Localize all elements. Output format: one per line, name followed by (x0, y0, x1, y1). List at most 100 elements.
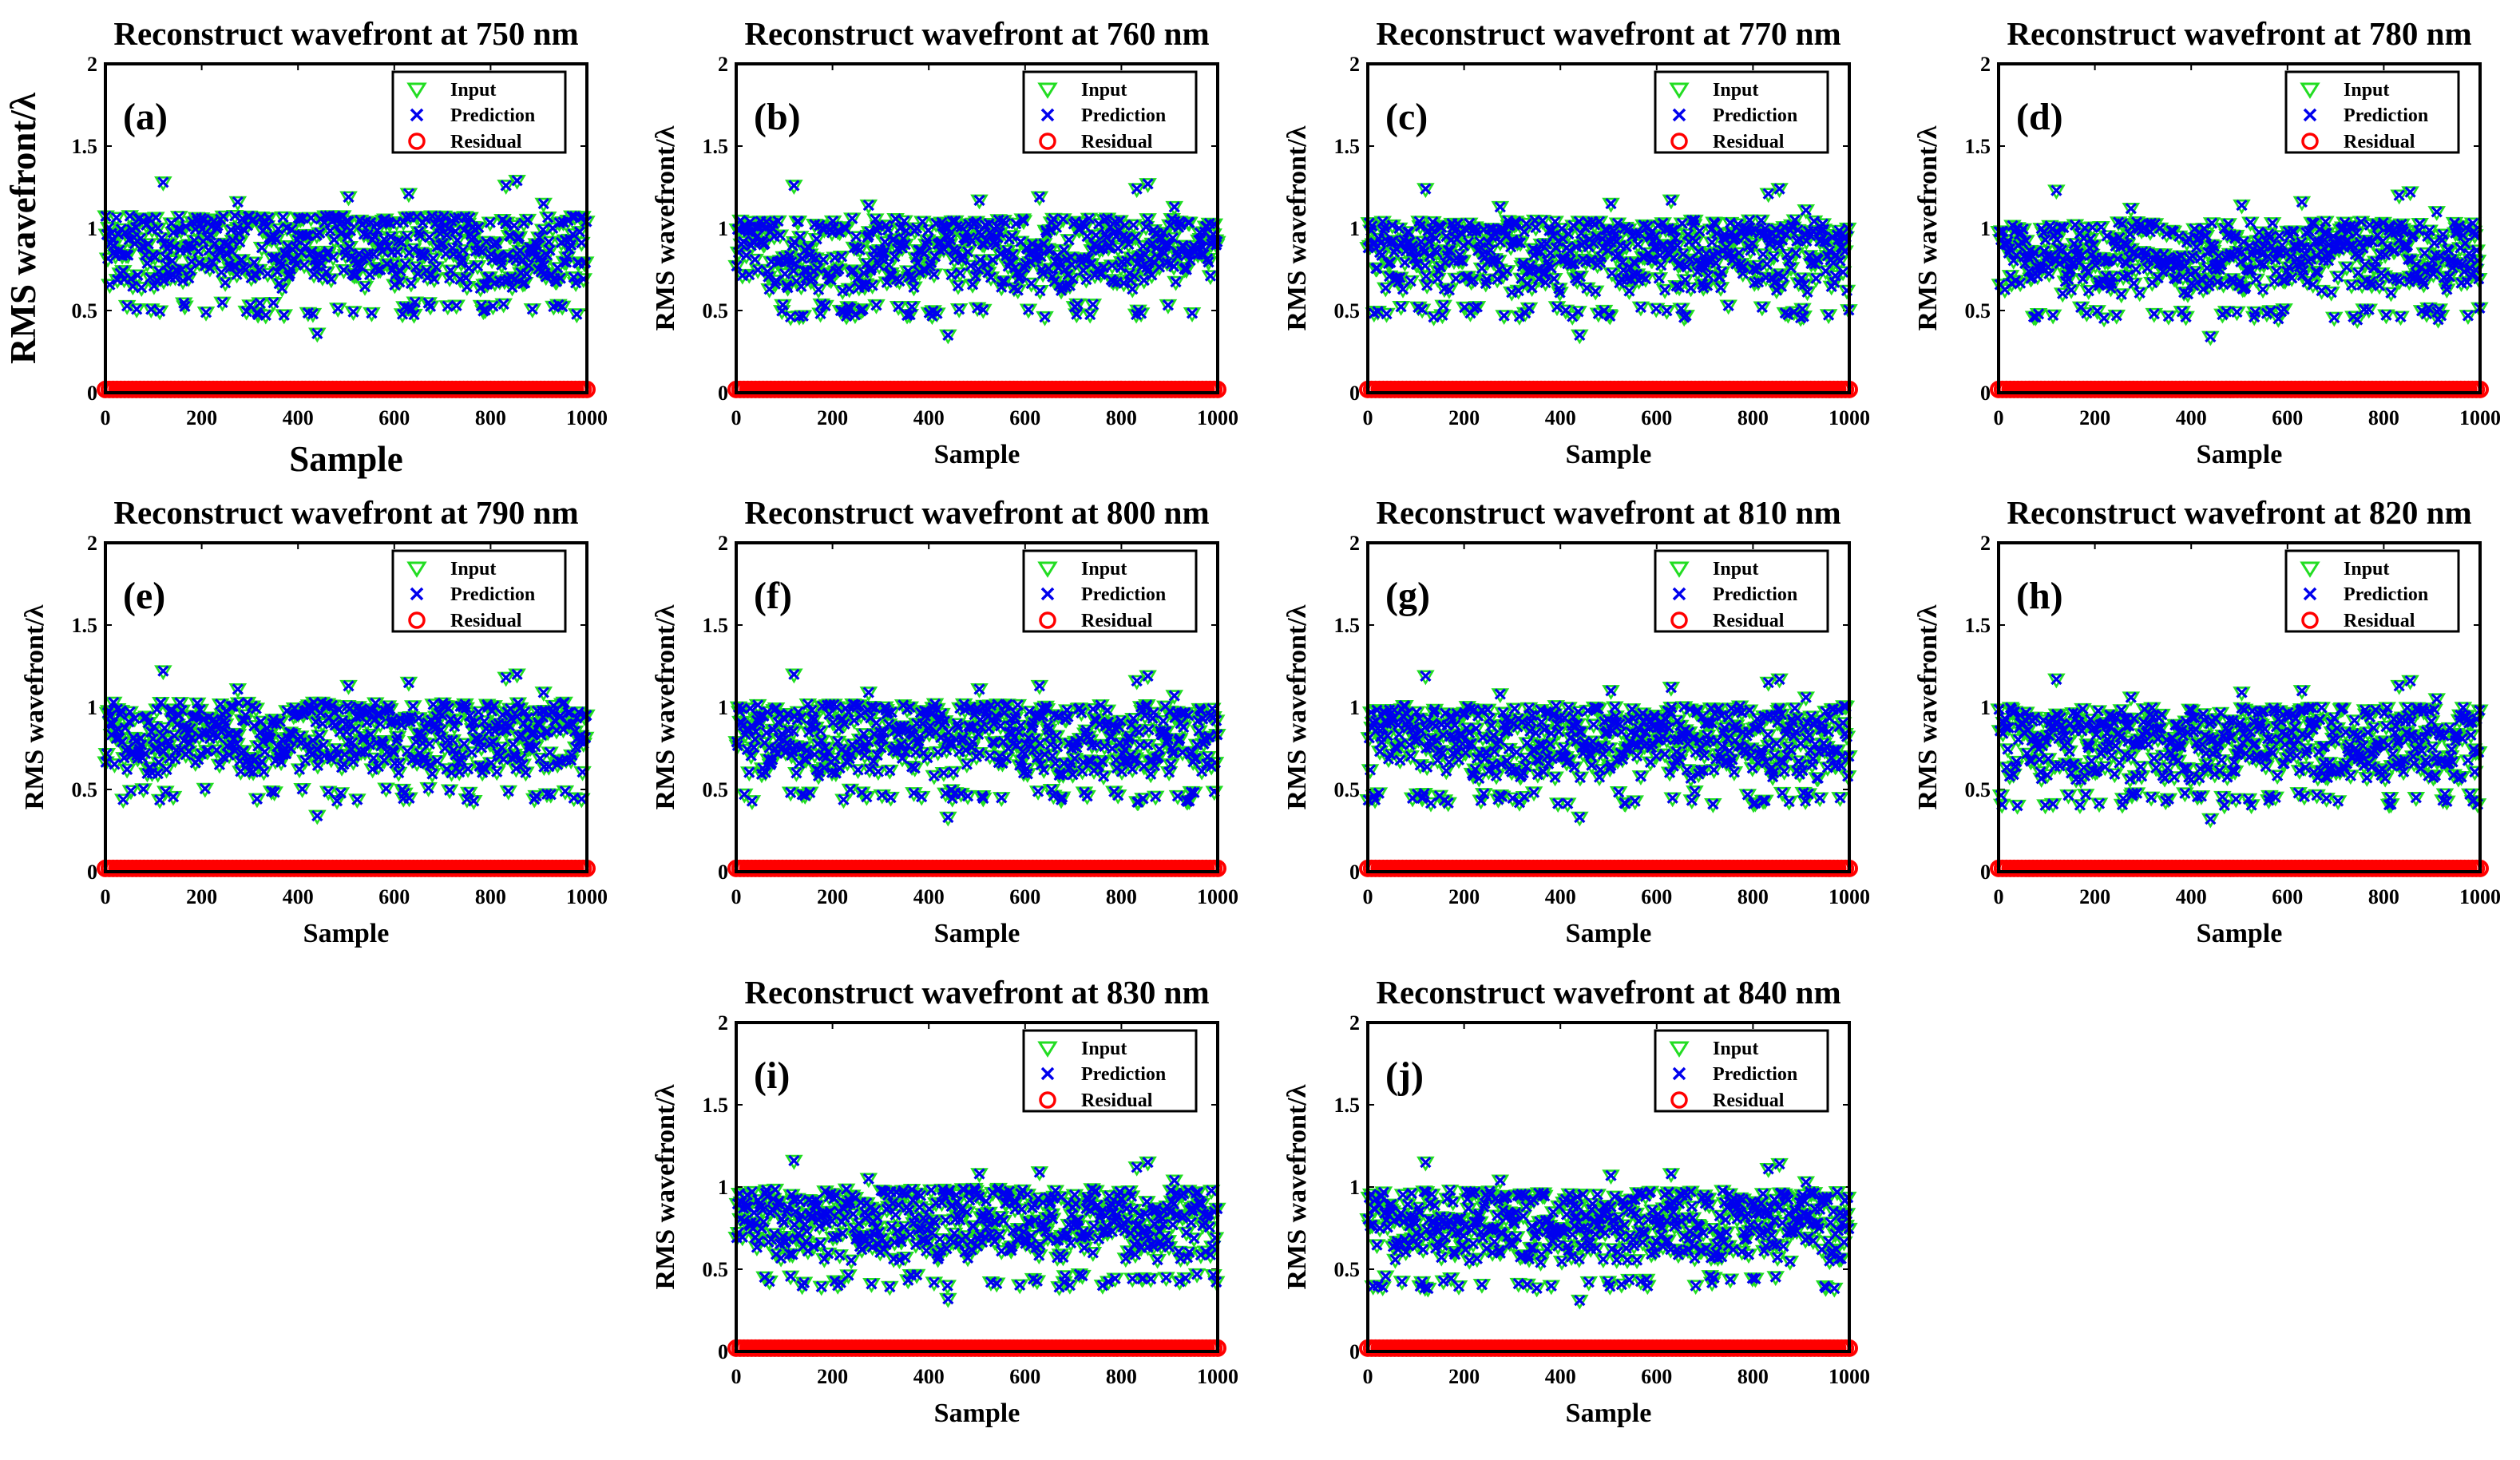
prediction-point (327, 251, 339, 263)
prediction-point (359, 281, 371, 293)
prediction-point (480, 235, 493, 248)
prediction-point (491, 237, 503, 250)
y-axis-label: RMS wavefront/λ (1913, 125, 1943, 330)
input-point (399, 188, 418, 204)
input-point (107, 212, 126, 228)
prediction-point (457, 244, 470, 256)
prediction-point (561, 251, 573, 263)
prediction-point (463, 262, 475, 275)
prediction-point (418, 249, 430, 261)
prediction-point (405, 277, 418, 290)
input-point (344, 306, 363, 322)
input-point (350, 247, 369, 263)
input-point (919, 224, 937, 240)
input-point (949, 279, 968, 295)
input-point (458, 281, 477, 296)
prediction-point (232, 196, 244, 208)
prediction-point (445, 264, 457, 276)
y-tick-label: 2 (87, 532, 97, 555)
prediction-point (267, 252, 279, 264)
prediction-point (295, 247, 307, 259)
prediction-point (263, 212, 275, 224)
prediction-point (500, 180, 512, 192)
prediction-point (325, 273, 337, 285)
prediction-point (531, 241, 544, 253)
prediction-point (450, 299, 462, 311)
prediction-point (427, 252, 439, 264)
chart-panel-c: Reconstruct wavefront at 770 nm00.511.52… (1282, 15, 1870, 469)
input-point (509, 231, 529, 247)
panel-label: (c) (1385, 96, 1428, 138)
input-point (216, 276, 235, 292)
chart-title: Reconstruct wavefront at 750 nm (113, 15, 578, 52)
prediction-point (277, 211, 289, 224)
x-tick-label: 0 (731, 406, 742, 429)
prediction-point (247, 213, 260, 225)
input-point (212, 266, 231, 282)
input-point (440, 271, 459, 287)
prediction-point (168, 241, 180, 253)
x-tick-label: 800 (2368, 406, 2399, 429)
prediction-point (544, 244, 556, 256)
input-point (154, 176, 172, 192)
input-point (360, 268, 379, 284)
prediction-point (385, 231, 397, 243)
y-tick-label: 0.5 (72, 778, 98, 801)
input-point (251, 297, 269, 313)
x-tick-label: 0 (1994, 406, 2004, 429)
chart-title: Reconstruct wavefront at 790 nm (113, 494, 578, 531)
prediction-point (471, 260, 484, 272)
x-tick-label: 0 (101, 406, 111, 429)
x-tick-label: 800 (1106, 406, 1137, 429)
input-point (448, 234, 467, 250)
prediction-point (399, 258, 411, 271)
input-point (508, 174, 526, 190)
prediction-point (122, 249, 134, 261)
input-point (1126, 231, 1145, 247)
prediction-point (272, 223, 284, 235)
prediction-point (501, 216, 513, 228)
prediction-point (484, 216, 496, 228)
input-point (568, 308, 586, 324)
input-point (141, 271, 160, 287)
prediction-point (428, 273, 440, 285)
prediction-point (412, 267, 424, 280)
y-axis-label: RMS wavefront/λ (3, 92, 43, 364)
prediction-point (451, 234, 463, 247)
prediction-point (295, 213, 307, 225)
input-point (328, 303, 347, 318)
residual-series (1990, 380, 2489, 398)
input-point (807, 233, 826, 248)
prediction-point (121, 300, 133, 312)
prediction-point (132, 269, 144, 281)
y-axis-label: RMS wavefront/λ (651, 125, 680, 330)
input-point (809, 283, 828, 299)
prediction-point (567, 228, 579, 240)
input-point (771, 229, 790, 245)
y-tick-label: 1.5 (1334, 135, 1361, 158)
input-point (196, 306, 216, 322)
input-point (1064, 272, 1082, 288)
input-point (905, 281, 923, 297)
input-point (147, 212, 165, 228)
chart-panel-d: Reconstruct wavefront at 780 nm00.511.52… (1913, 15, 2501, 469)
prediction-point (320, 266, 332, 278)
x-axis-label: Sample (289, 439, 403, 479)
prediction-point (184, 264, 196, 276)
input-point (746, 253, 764, 269)
prediction-point (537, 197, 549, 210)
prediction-point (455, 257, 467, 269)
legend-label-input: Input (1713, 80, 1758, 101)
legend-prediction-marker (410, 108, 424, 122)
prediction-point (473, 221, 485, 233)
prediction-point (278, 309, 290, 321)
prediction-point (236, 254, 248, 266)
y-tick-label: 1 (87, 696, 97, 719)
input-point (213, 296, 232, 312)
residual-series (97, 380, 596, 398)
prediction-point (142, 238, 154, 250)
prediction-point (145, 303, 157, 315)
input-point (454, 244, 473, 259)
input-point (302, 212, 320, 228)
